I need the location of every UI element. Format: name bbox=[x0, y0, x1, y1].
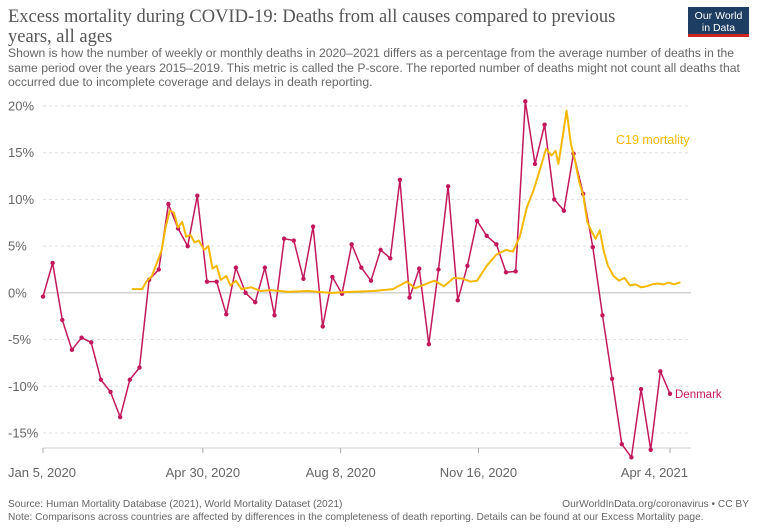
data-point-denmark bbox=[117, 414, 123, 420]
x-tick-label: Aug 8, 2020 bbox=[306, 465, 376, 480]
data-point-denmark bbox=[523, 99, 528, 104]
data-point-denmark bbox=[503, 270, 509, 275]
data-point-denmark bbox=[156, 267, 161, 272]
data-point-denmark bbox=[253, 300, 258, 305]
data-point-denmark bbox=[417, 266, 422, 271]
series-label-denmark: Denmark bbox=[675, 389, 722, 401]
chart-subtitle: Shown is how the number of weekly or mon… bbox=[8, 46, 740, 89]
data-point-denmark bbox=[648, 447, 653, 453]
data-point-denmark bbox=[658, 369, 663, 374]
data-point-denmark bbox=[79, 335, 84, 340]
data-point-denmark bbox=[474, 218, 480, 224]
y-tick-label: 5% bbox=[8, 239, 27, 254]
series-label-c19: C19 mortality bbox=[616, 133, 690, 147]
data-point-denmark bbox=[619, 442, 624, 447]
data-point-denmark bbox=[349, 242, 354, 247]
data-point-denmark bbox=[629, 455, 634, 460]
x-tick-label: Apr 4, 2021 bbox=[621, 465, 688, 480]
x-tick-label: Apr 30, 2020 bbox=[166, 465, 240, 480]
y-tick-label: 15% bbox=[8, 145, 34, 160]
data-point-denmark bbox=[542, 122, 547, 127]
data-point-denmark bbox=[445, 184, 451, 189]
data-point-denmark bbox=[494, 242, 499, 247]
data-point-denmark bbox=[137, 365, 142, 370]
logo-line-1: Our World bbox=[694, 10, 743, 22]
data-point-denmark bbox=[310, 224, 316, 229]
data-point-denmark bbox=[426, 342, 432, 347]
data-point-denmark bbox=[204, 279, 210, 284]
data-point-denmark bbox=[378, 247, 383, 253]
data-point-denmark bbox=[291, 238, 296, 243]
data-point-denmark bbox=[243, 290, 248, 296]
owid-logo[interactable]: Our World in Data bbox=[688, 7, 749, 37]
data-point-denmark bbox=[552, 197, 557, 202]
data-point-denmark bbox=[532, 161, 538, 167]
footer-url[interactable]: OurWorldInData.org/coronavirus • CC BY bbox=[562, 499, 749, 510]
y-tick-label: 0% bbox=[8, 285, 27, 300]
data-point-denmark bbox=[214, 279, 219, 284]
data-point-denmark bbox=[301, 276, 306, 282]
data-point-denmark bbox=[224, 312, 229, 317]
y-tick-label: 20% bbox=[8, 99, 34, 114]
data-point-denmark bbox=[89, 340, 94, 345]
y-tick-label: -5% bbox=[8, 332, 32, 347]
data-point-denmark bbox=[455, 298, 460, 303]
data-point-denmark bbox=[108, 389, 113, 395]
data-point-denmark bbox=[484, 233, 489, 239]
footer-source-row: Source: Human Mortality Database (2021),… bbox=[8, 499, 749, 510]
data-point-denmark bbox=[320, 324, 325, 329]
data-point-denmark bbox=[98, 377, 104, 382]
data-point-denmark bbox=[638, 386, 644, 392]
data-point-denmark bbox=[60, 317, 65, 323]
data-point-denmark bbox=[69, 347, 75, 353]
data-point-denmark bbox=[272, 313, 277, 318]
data-point-denmark bbox=[590, 244, 596, 250]
logo-line-2: in Data bbox=[701, 22, 736, 34]
data-point-denmark bbox=[50, 260, 55, 266]
series-line-denmark bbox=[42, 100, 671, 459]
data-point-denmark bbox=[262, 265, 268, 270]
data-point-denmark bbox=[513, 269, 518, 274]
data-point-denmark bbox=[281, 236, 287, 241]
x-tick-label: Nov 16, 2020 bbox=[440, 465, 517, 480]
y-tick-label: 10% bbox=[8, 192, 34, 207]
footer-note: Note: Comparisons across countries are a… bbox=[8, 512, 704, 523]
data-point-denmark bbox=[330, 274, 335, 280]
data-point-denmark bbox=[368, 278, 374, 283]
data-point-denmark bbox=[40, 294, 46, 299]
y-tick-label: -10% bbox=[8, 379, 39, 394]
data-point-denmark bbox=[166, 201, 171, 207]
data-point-denmark bbox=[561, 208, 567, 213]
data-point-denmark bbox=[185, 243, 190, 249]
data-point-denmark bbox=[388, 256, 393, 261]
series-line-c19 bbox=[131, 109, 681, 294]
data-point-denmark bbox=[359, 265, 364, 270]
data-point-denmark bbox=[600, 313, 605, 318]
x-tick-label: Jan 5, 2020 bbox=[8, 465, 76, 480]
data-point-denmark bbox=[609, 376, 615, 382]
data-point-denmark bbox=[407, 295, 412, 300]
data-point-denmark bbox=[436, 267, 441, 272]
data-point-denmark bbox=[667, 391, 673, 396]
data-point-denmark bbox=[465, 263, 470, 268]
footer-source: Source: Human Mortality Database (2021),… bbox=[8, 499, 343, 510]
data-point-denmark bbox=[233, 265, 239, 270]
data-point-denmark bbox=[397, 177, 403, 183]
data-point-denmark bbox=[195, 193, 200, 198]
y-tick-label: -15% bbox=[8, 426, 39, 441]
chart-title: Excess mortality during COVID-19: Deaths… bbox=[8, 7, 616, 47]
data-point-denmark bbox=[127, 377, 133, 382]
